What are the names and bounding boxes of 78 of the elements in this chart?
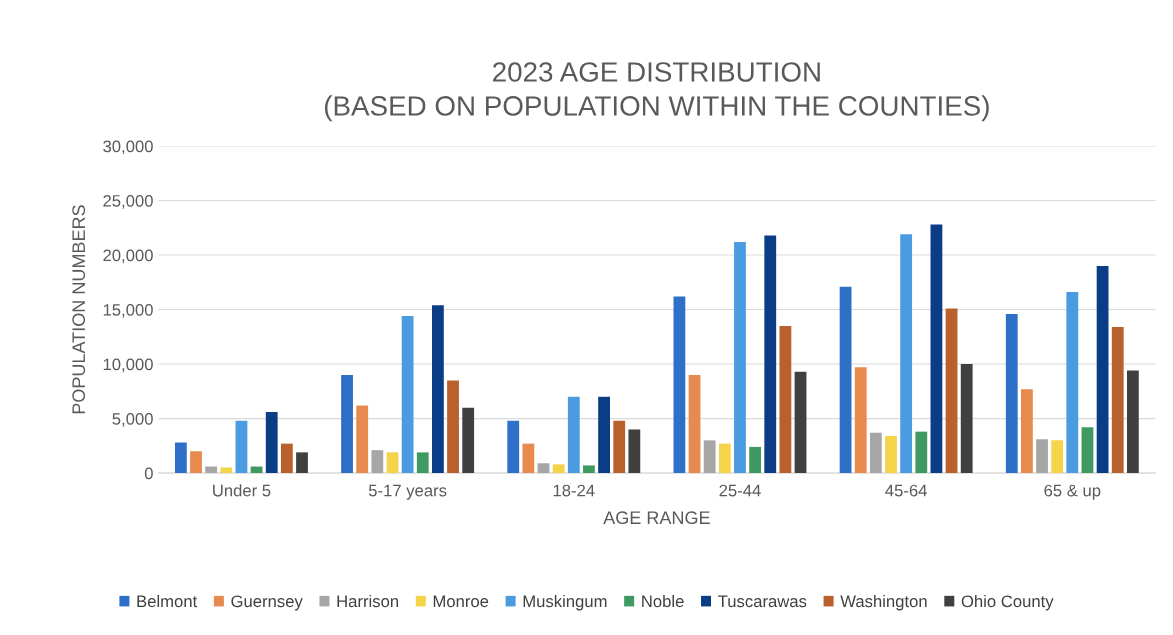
bar — [537, 463, 550, 474]
legend-label: Tuscarawas — [718, 595, 807, 608]
y-tick-label: 15,000 — [103, 303, 153, 318]
bar — [598, 396, 610, 474]
x-tick-label: 45-64 — [885, 484, 927, 497]
bar — [567, 396, 580, 474]
bar — [431, 305, 444, 474]
x-axis-title: AGE RANGE — [603, 511, 710, 525]
x-tick-label: 65 & up — [1044, 484, 1101, 500]
legend-label: Washington — [840, 594, 927, 611]
bar — [447, 380, 459, 474]
bar — [416, 452, 429, 474]
bar — [734, 241, 746, 474]
bar — [613, 420, 626, 474]
bar — [749, 446, 762, 474]
bar — [174, 442, 187, 474]
bar — [462, 407, 475, 474]
legend-label: Muskingum — [523, 594, 607, 611]
y-tick-label: 30,000 — [103, 140, 153, 155]
bar — [552, 464, 565, 474]
bar — [1066, 292, 1079, 474]
bar — [280, 443, 293, 474]
bar — [779, 325, 792, 474]
bar — [854, 367, 867, 474]
legend-label: Noble — [642, 594, 684, 608]
bar — [960, 364, 973, 474]
bar — [296, 452, 308, 474]
bar — [885, 436, 897, 474]
y-axis-title: POPULATION NUMBERS — [72, 205, 86, 414]
bar — [945, 308, 958, 474]
bar — [1036, 439, 1048, 474]
bar — [703, 440, 716, 474]
bar — [628, 429, 641, 474]
bar — [869, 432, 882, 474]
bar — [190, 451, 202, 474]
bar — [235, 420, 248, 474]
y-tick-label: 25,000 — [103, 194, 153, 209]
y-tick-label: 5,000 — [112, 412, 153, 427]
bar — [764, 235, 777, 474]
x-tick-label: Under 5 — [213, 484, 271, 497]
bar — [341, 374, 353, 474]
x-tick-label: 5-17 years — [368, 484, 447, 500]
legend-label: Ohio County — [961, 594, 1054, 611]
bar — [673, 296, 686, 474]
x-tick-label: 25-44 — [719, 484, 761, 497]
bar — [839, 286, 852, 474]
chart-title: 2023 AGE DISTRIBUTION (BASED ON POPULATION WITHIN THE COUNTIES) — [324, 62, 989, 122]
bar — [205, 466, 218, 474]
legend-label: Harrison — [337, 594, 399, 608]
bar — [386, 452, 399, 474]
bar — [900, 234, 913, 474]
bar — [1020, 389, 1033, 474]
bar — [583, 465, 595, 474]
bar — [794, 371, 807, 474]
x-tick-label: 18-24 — [553, 484, 595, 497]
bar — [688, 374, 701, 474]
bar — [265, 412, 278, 474]
bar — [1005, 313, 1018, 474]
bar — [1126, 370, 1139, 474]
bar — [401, 316, 414, 474]
legend-label: Belmont — [137, 594, 198, 608]
y-tick-label: 0 — [144, 467, 153, 480]
legend-label: Monroe — [433, 595, 489, 608]
bar — [915, 431, 928, 474]
bar — [220, 467, 233, 474]
bar — [1081, 427, 1094, 474]
bar — [930, 224, 943, 474]
y-tick-label: 20,000 — [103, 249, 153, 264]
bar — [1096, 265, 1109, 474]
bar — [522, 443, 535, 474]
bar — [1111, 327, 1124, 474]
bar — [1051, 440, 1064, 474]
bar — [718, 443, 731, 474]
bar — [356, 405, 369, 474]
y-tick-label: 10,000 — [103, 358, 153, 373]
bar — [507, 420, 520, 474]
bar — [371, 450, 384, 474]
legend-label: Guernsey — [231, 595, 303, 611]
